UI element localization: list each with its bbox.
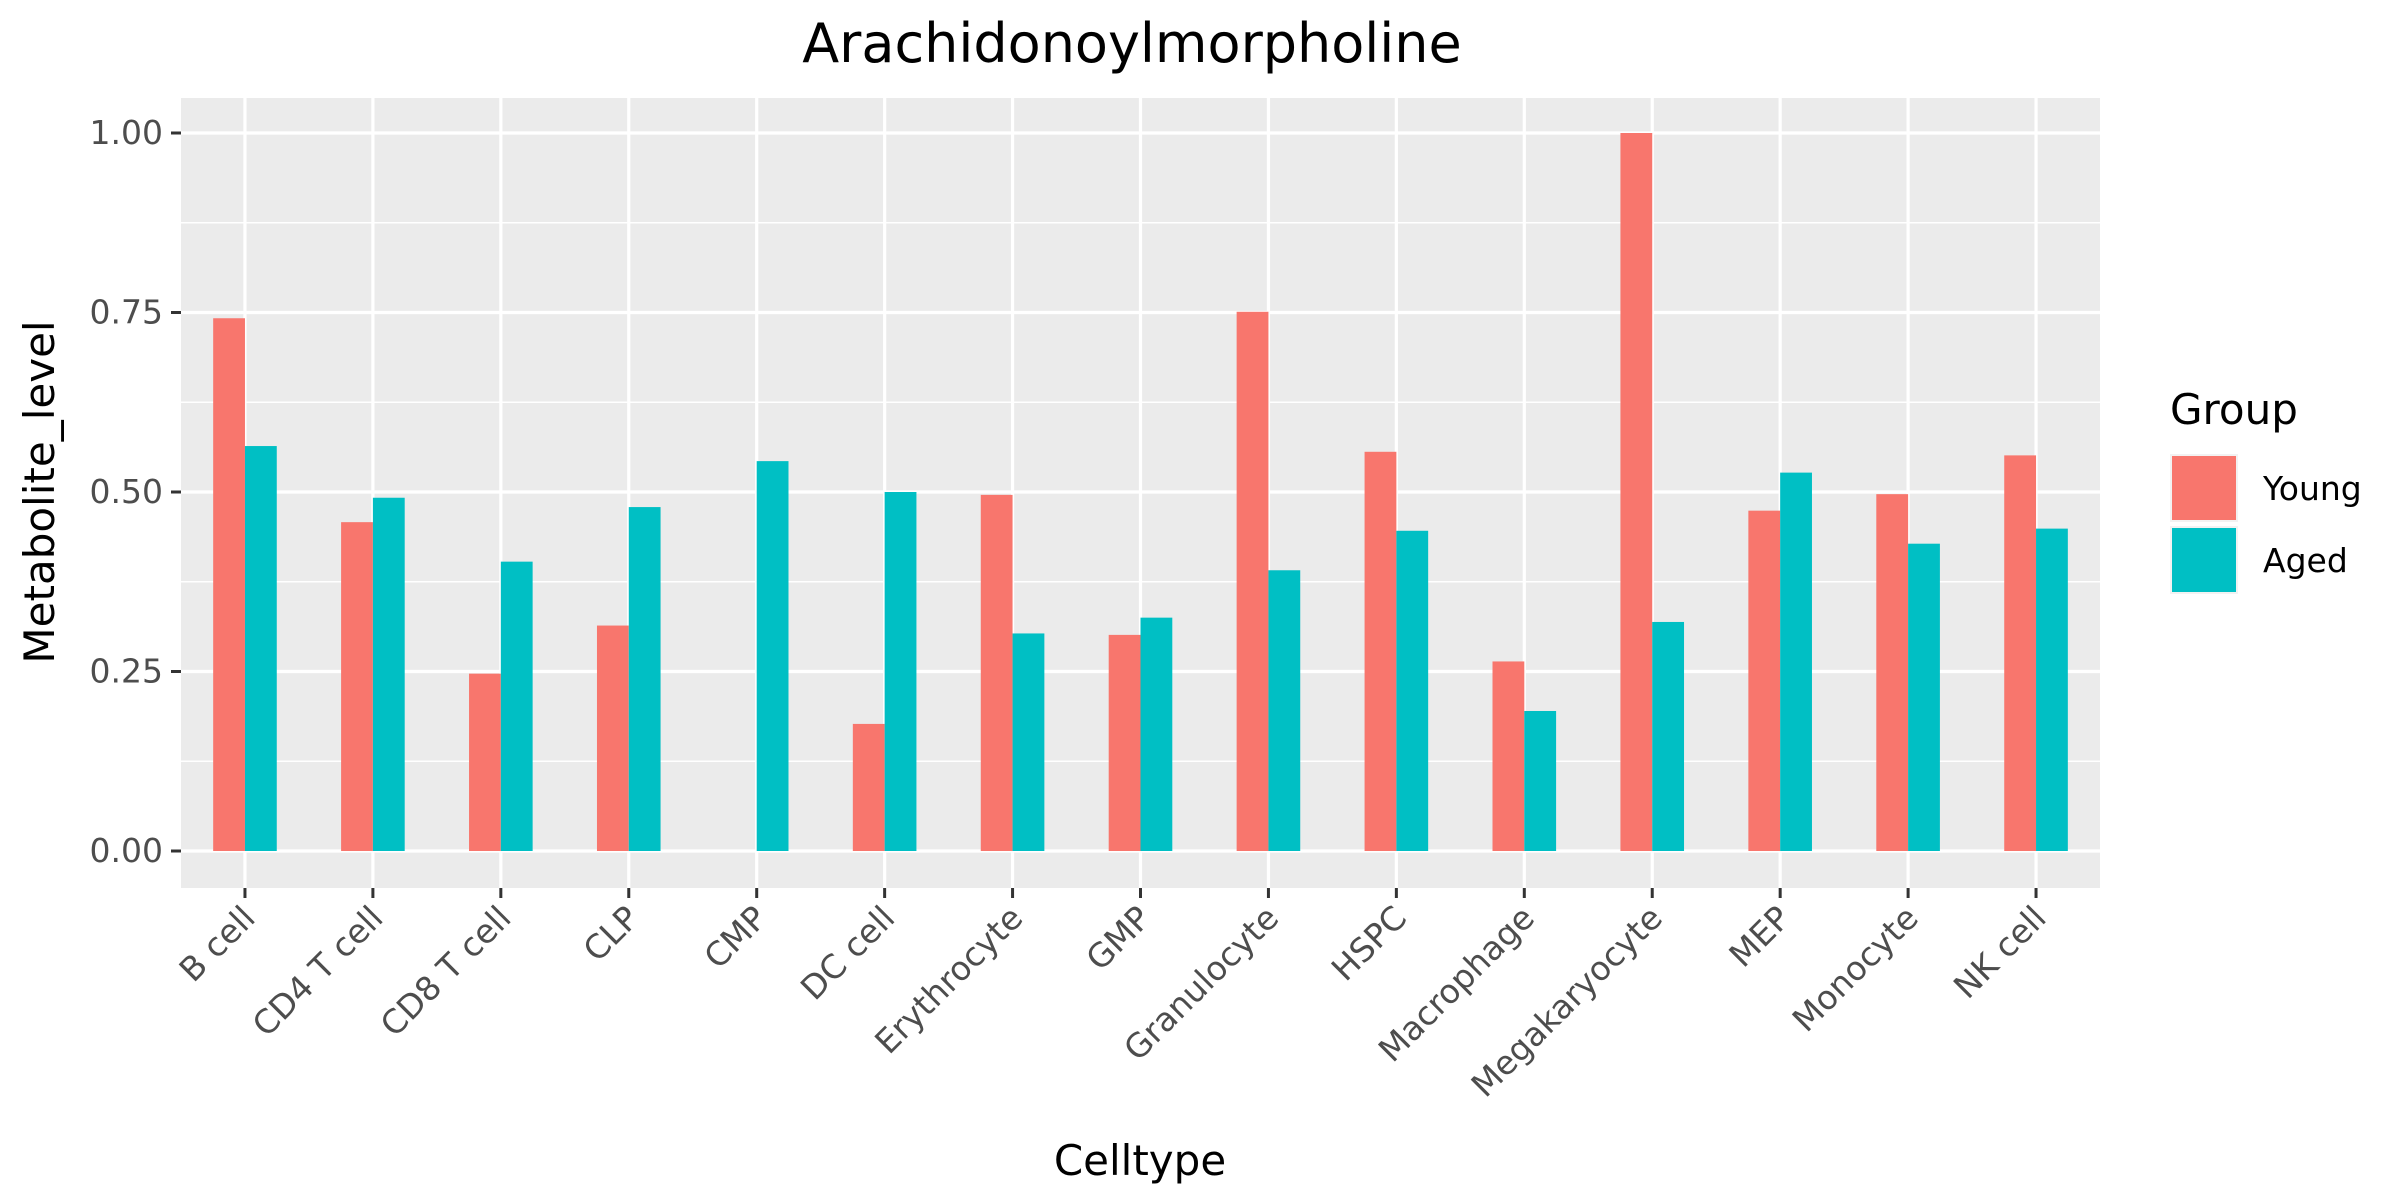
y-axis-title: Metabolite_level	[15, 320, 64, 663]
bar-young	[341, 522, 373, 851]
bar-young	[1492, 661, 1525, 851]
y-tick-label: 1.00	[90, 113, 163, 152]
x-tick-label: B cell	[171, 898, 262, 989]
bar-young	[980, 494, 1013, 851]
bar-aged	[1652, 621, 1685, 851]
x-tick-label: CD4 T cell	[245, 898, 391, 1044]
legend-swatch-young	[2172, 456, 2236, 520]
legend-label: Aged	[2263, 541, 2348, 580]
bar-young	[1876, 494, 1909, 851]
x-tick-label: DC cell	[793, 898, 902, 1007]
bar-young	[1236, 311, 1269, 852]
bar-young	[213, 318, 245, 851]
legend-label: Young	[2262, 469, 2362, 508]
x-tick-label: Monocyte	[1785, 898, 1926, 1039]
bar-young	[1620, 133, 1653, 851]
bar-young	[596, 625, 629, 851]
bar-aged	[1524, 710, 1557, 851]
x-tick-label: HSPC	[1324, 898, 1414, 988]
bar-aged	[884, 492, 917, 851]
y-axis: 0.00 0.25 0.50 0.75 1.00	[90, 113, 181, 870]
bar-aged	[1396, 530, 1429, 851]
y-tick-label: 0.00	[90, 831, 163, 870]
legend: Group Young Aged	[2170, 385, 2362, 594]
bar-aged	[1908, 543, 1940, 851]
bar-young	[1364, 451, 1397, 851]
y-tick-label: 0.50	[90, 472, 163, 511]
bar-young	[1748, 510, 1781, 851]
bars	[213, 133, 2068, 852]
bar-aged	[756, 461, 789, 851]
y-tick-label: 0.25	[90, 652, 163, 691]
x-tick-label: GMP	[1078, 898, 1158, 978]
x-tick-label: CLP	[575, 898, 646, 969]
bar-aged	[1780, 472, 1812, 851]
bar-young	[1108, 634, 1141, 851]
bar-aged	[2036, 528, 2068, 851]
x-tick-label: CD8 T cell	[373, 898, 519, 1044]
legend-title: Group	[2170, 385, 2298, 434]
bar-aged	[244, 446, 277, 851]
bar-aged	[1012, 633, 1045, 851]
x-tick-label: NK cell	[1946, 898, 2054, 1006]
chart-title: Arachidonoylmorpholine	[802, 12, 1462, 75]
bar-young	[852, 723, 885, 851]
bar-aged	[372, 497, 405, 851]
bar-aged	[628, 507, 661, 851]
x-tick-label: CMP	[696, 898, 774, 976]
legend-swatch-aged	[2172, 528, 2236, 592]
x-tick-label: MEP	[1721, 898, 1798, 975]
bar-young	[2004, 455, 2037, 851]
y-tick-label: 0.75	[90, 293, 163, 332]
bar-aged	[1140, 617, 1173, 851]
x-axis-title: Celltype	[1054, 1136, 1226, 1185]
bar-aged	[500, 561, 533, 851]
bar-young	[469, 673, 501, 851]
bar-aged	[1268, 570, 1301, 851]
